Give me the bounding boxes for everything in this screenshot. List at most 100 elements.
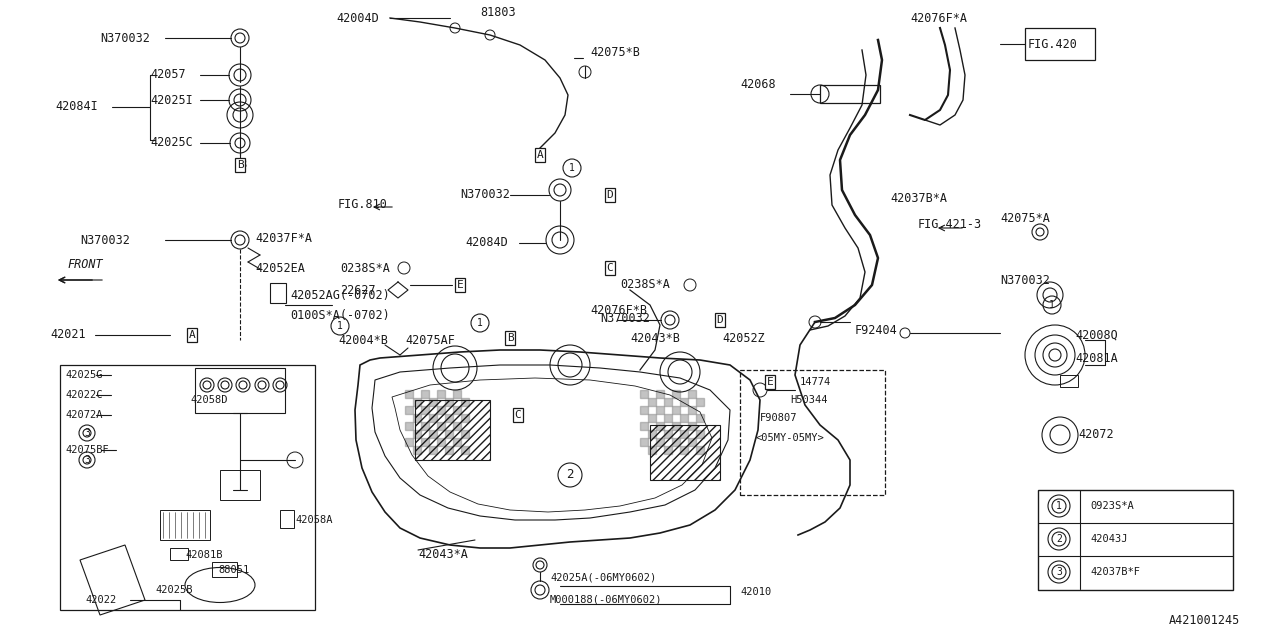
Text: <05MY-05MY>: <05MY-05MY> [755, 433, 824, 443]
Bar [160, 510, 210, 540]
Text: 42037B*A: 42037B*A [890, 191, 947, 205]
Text: 42058D: 42058D [189, 395, 228, 405]
Text: D: D [717, 315, 723, 325]
Polygon shape [461, 414, 468, 422]
Polygon shape [696, 430, 704, 438]
Text: 42075AF: 42075AF [404, 333, 454, 346]
Text: 42076F*A: 42076F*A [910, 12, 966, 24]
Text: F90807: F90807 [760, 413, 797, 423]
Text: N370032: N370032 [460, 189, 509, 202]
Polygon shape [680, 398, 689, 406]
Text: 42072A: 42072A [65, 410, 102, 420]
Text: A: A [536, 150, 544, 160]
Polygon shape [648, 446, 657, 454]
Text: 0100S*A(-0702): 0100S*A(-0702) [291, 308, 389, 321]
Text: E: E [457, 280, 463, 290]
Text: 42022C: 42022C [65, 390, 102, 400]
Text: 42004*B: 42004*B [338, 333, 388, 346]
Text: E: E [767, 377, 773, 387]
Bar [415, 400, 490, 460]
Text: 1: 1 [1056, 501, 1062, 511]
Text: 42025I: 42025I [150, 93, 193, 106]
Polygon shape [648, 430, 657, 438]
Text: 42025A(-06MY0602): 42025A(-06MY0602) [550, 573, 657, 583]
Text: 42004D: 42004D [335, 12, 379, 24]
Text: M000188(-06MY0602): M000188(-06MY0602) [550, 595, 663, 605]
Text: 42037F*A: 42037F*A [255, 232, 312, 244]
Text: FIG.420: FIG.420 [1028, 38, 1078, 51]
Polygon shape [696, 446, 704, 454]
Text: 88051: 88051 [218, 565, 250, 575]
Text: 2: 2 [1056, 534, 1062, 544]
Polygon shape [672, 406, 680, 414]
Bar [1025, 28, 1094, 60]
Polygon shape [404, 438, 413, 446]
Polygon shape [436, 422, 445, 430]
Polygon shape [436, 438, 445, 446]
Polygon shape [680, 430, 689, 438]
Polygon shape [453, 422, 461, 430]
Bar [170, 548, 188, 560]
Polygon shape [657, 438, 664, 446]
Text: 42043J: 42043J [1091, 534, 1128, 544]
Text: 42037B*F: 42037B*F [1091, 567, 1140, 577]
Bar [1060, 375, 1078, 387]
Text: 42084I: 42084I [55, 100, 97, 113]
Polygon shape [453, 438, 461, 446]
Text: N370032: N370032 [1000, 273, 1050, 287]
Text: 42008Q: 42008Q [1075, 328, 1117, 342]
Text: 22627: 22627 [340, 284, 375, 296]
Text: FIG.810: FIG.810 [338, 198, 388, 211]
Text: B: B [507, 333, 513, 343]
Polygon shape [672, 422, 680, 430]
Polygon shape [421, 422, 429, 430]
Text: 42021: 42021 [50, 328, 86, 342]
Polygon shape [413, 414, 421, 422]
Text: 42052EA: 42052EA [255, 262, 305, 275]
Text: 42081A: 42081A [1075, 351, 1117, 365]
Polygon shape [696, 414, 704, 422]
Polygon shape [404, 390, 413, 398]
Polygon shape [445, 430, 453, 438]
Polygon shape [664, 446, 672, 454]
Polygon shape [436, 390, 445, 398]
Text: C: C [607, 263, 613, 273]
Bar [280, 510, 294, 528]
Polygon shape [445, 414, 453, 422]
Bar [820, 85, 881, 103]
Text: 1: 1 [477, 318, 483, 328]
Polygon shape [453, 406, 461, 414]
Text: 42075BF: 42075BF [65, 445, 109, 455]
Text: B: B [237, 160, 243, 170]
Text: 0238S*A: 0238S*A [340, 262, 390, 275]
Text: 42010: 42010 [740, 587, 772, 597]
Polygon shape [429, 446, 436, 454]
Polygon shape [657, 406, 664, 414]
Text: 1: 1 [1050, 300, 1055, 310]
Text: 3: 3 [1056, 567, 1062, 577]
Text: 42043*A: 42043*A [419, 548, 468, 561]
Polygon shape [640, 422, 648, 430]
Polygon shape [648, 398, 657, 406]
Polygon shape [453, 390, 461, 398]
Text: 42057: 42057 [150, 68, 186, 81]
Text: N370032: N370032 [79, 234, 129, 246]
Text: 42043*B: 42043*B [630, 332, 680, 344]
Text: F92404: F92404 [855, 323, 897, 337]
Text: 81803: 81803 [480, 6, 516, 19]
Text: 3: 3 [84, 455, 90, 465]
Polygon shape [689, 422, 696, 430]
Polygon shape [689, 438, 696, 446]
Polygon shape [640, 390, 648, 398]
Bar [1038, 490, 1233, 590]
Text: 42052Z: 42052Z [722, 332, 764, 344]
Polygon shape [664, 414, 672, 422]
Text: A421001245: A421001245 [1169, 614, 1240, 627]
Polygon shape [436, 406, 445, 414]
Text: C: C [515, 410, 521, 420]
Text: 2: 2 [566, 468, 573, 481]
Polygon shape [461, 398, 468, 406]
Polygon shape [696, 398, 704, 406]
Text: H50344: H50344 [790, 395, 827, 405]
Text: FRONT: FRONT [67, 259, 102, 271]
